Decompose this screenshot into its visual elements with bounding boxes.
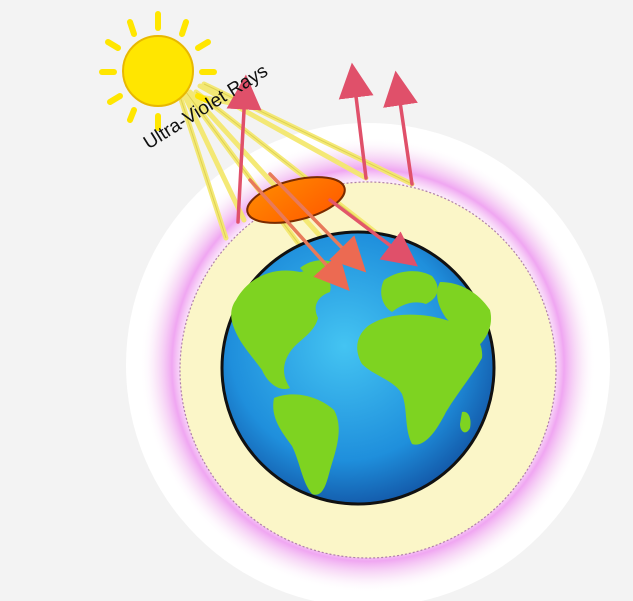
incoming-arrow [268,172,367,273]
incoming-arrows [248,172,418,292]
reflected-arrow [226,74,262,224]
incoming-arrow [248,178,350,292]
incoming-arrow [328,198,418,267]
reflected-arrow [383,70,418,186]
sun-icon [99,11,217,131]
uv-ray [187,89,343,261]
reflected-arrows [226,62,418,224]
uv-ray [179,87,247,223]
reflected-arrow [338,62,374,180]
earth-icon [220,230,496,506]
